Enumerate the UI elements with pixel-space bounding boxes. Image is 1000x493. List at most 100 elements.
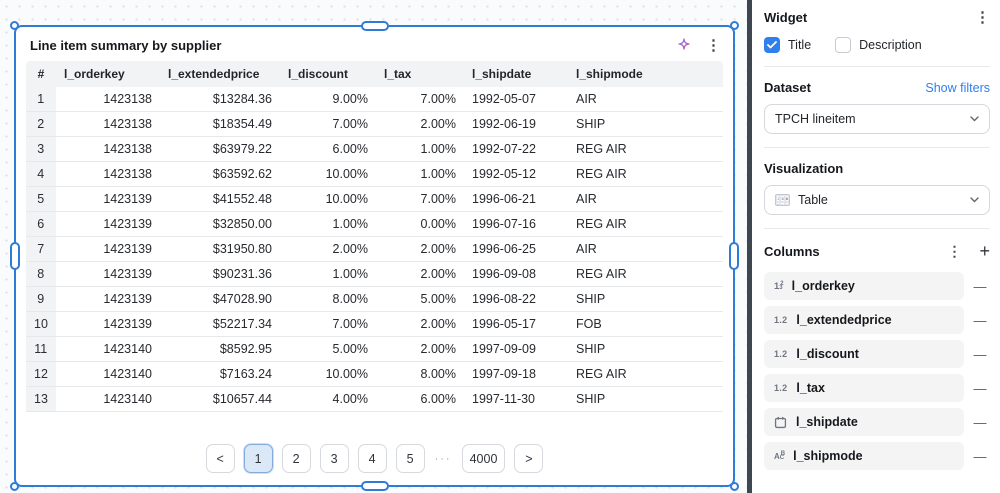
table-row: 1 1423138 $13284.36 9.00% 7.00% 1992-05-07 AIR (26, 87, 723, 112)
table-cell: 1996-09-08 (464, 261, 568, 287)
columns-menu-button[interactable]: ⋮ (947, 244, 961, 258)
table-cell: $18354.49 (160, 111, 280, 137)
resize-handle-top[interactable] (360, 21, 389, 31)
page-button[interactable]: 4 (357, 444, 387, 473)
title-checkbox[interactable]: Title (764, 37, 811, 53)
table-cell: $13284.36 (160, 87, 280, 112)
table-cell: 7.00% (376, 87, 464, 112)
description-checkbox[interactable]: Description (835, 37, 922, 53)
number-type-icon: 1.2 (774, 383, 788, 393)
column-item-l_orderkey[interactable]: 1 2 3 l_orderkey (764, 272, 964, 300)
page-button[interactable]: 5 (395, 444, 425, 473)
table-row: 4 1423138 $63592.62 10.00% 1.00% 1992-05-12 RE… (26, 161, 723, 187)
remove-column-button[interactable]: — (964, 415, 990, 430)
page-button[interactable]: 3 (319, 444, 349, 473)
resize-handle-right[interactable] (729, 242, 739, 270)
table-cell: 1423139 (56, 186, 160, 212)
table-cell: SHIP (568, 386, 723, 412)
add-column-button[interactable]: + (979, 242, 990, 260)
table-cell: $31950.80 (160, 236, 280, 262)
table-row: 8 1423139 $90231.36 1.00% 2.00% 1996-09-08 REG… (26, 261, 723, 287)
column-list-row: 1.2 l_extendedprice — (764, 306, 990, 334)
table-cell: $7163.24 (160, 361, 280, 387)
panel-divider[interactable] (747, 0, 752, 493)
table-cell: 1992-05-07 (464, 87, 568, 112)
table-cell: 1423139 (56, 286, 160, 312)
visualization-section-title: Visualization (764, 161, 844, 176)
show-filters-link[interactable]: Show filters (925, 80, 990, 95)
table-cell: 1992-05-12 (464, 161, 568, 187)
table-cell: 1423139 (56, 261, 160, 287)
column-header[interactable]: l_discount (280, 61, 376, 87)
table-cell: 1423140 (56, 336, 160, 362)
row-number-cell: 8 (26, 261, 57, 287)
remove-column-button[interactable]: — (964, 449, 990, 464)
table-cell: REG AIR (568, 161, 723, 187)
date-type-icon (774, 416, 787, 429)
table-cell: REG AIR (568, 261, 723, 287)
sparkle-icon (678, 38, 690, 50)
table-cell: 1423138 (56, 161, 160, 187)
widget-menu-button[interactable]: ⋮ (706, 38, 721, 53)
ai-sparkle-button[interactable] (676, 37, 692, 53)
column-header[interactable]: l_orderkey (56, 61, 160, 87)
column-header[interactable]: l_extendedprice (160, 61, 280, 87)
table-cell: 1997-09-09 (464, 336, 568, 362)
remove-column-button[interactable]: — (964, 347, 990, 362)
line-item-table: # l_orderkey l_extendedprice l_discount l_ta… (26, 61, 723, 412)
last-page-button[interactable]: 4000 (461, 444, 506, 473)
resize-handle-top-right[interactable] (730, 21, 739, 30)
pagination: <1 2 3 4 5 ··· 4000 > (26, 434, 723, 485)
table-cell: 1.00% (376, 136, 464, 162)
table-cell: 1992-06-19 (464, 111, 568, 137)
widget-titlebar: Line item summary by supplier (26, 35, 723, 61)
column-item-l_shipdate[interactable]: l_shipdate (764, 408, 964, 436)
checkbox-unchecked-icon (835, 37, 852, 53)
column-list-row: 1.2 l_discount — (764, 340, 990, 368)
resize-handle-top-left[interactable] (10, 21, 19, 30)
table-cell: 9.00% (280, 87, 376, 112)
checkbox-checked-icon (764, 37, 780, 53)
widget-section-menu-button[interactable]: ⋮ (975, 10, 990, 25)
table-cell: 1423140 (56, 361, 160, 387)
table-cell: $41552.48 (160, 186, 280, 212)
remove-column-button[interactable]: — (964, 381, 990, 396)
page-button[interactable]: 2 (281, 444, 311, 473)
column-header[interactable]: l_tax (376, 61, 464, 87)
page-button[interactable]: 1 (243, 444, 273, 473)
table-cell: 1996-07-16 (464, 211, 568, 237)
table-cell: 1997-11-30 (464, 386, 568, 412)
title-checkbox-label: Title (788, 38, 812, 52)
column-header[interactable]: l_shipdate (464, 61, 568, 87)
remove-column-button[interactable]: — (964, 279, 990, 294)
selected-widget[interactable]: Line item summary by supplier (10, 21, 739, 491)
plus-icon: + (979, 241, 990, 261)
column-list-row: 1.2 l_tax — (764, 374, 990, 402)
resize-handle-bottom-left[interactable] (10, 482, 19, 491)
column-item-l_extendedprice[interactable]: 1.2 l_extendedprice (764, 306, 964, 334)
remove-column-button[interactable]: — (964, 313, 990, 328)
resize-handle-bottom-right[interactable] (730, 482, 739, 491)
table-cell: 5.00% (280, 336, 376, 362)
table-cell: 7.00% (376, 186, 464, 212)
description-checkbox-label: Description (859, 38, 922, 52)
kebab-icon: ⋮ (975, 9, 990, 26)
prev-page-button[interactable]: < (205, 444, 235, 473)
table-row: 7 1423139 $31950.80 2.00% 2.00% 1996-06-25 AIR (26, 236, 723, 262)
table-cell: 1996-06-21 (464, 186, 568, 212)
resize-handle-bottom[interactable] (360, 481, 389, 491)
next-page-button[interactable]: > (514, 444, 544, 473)
column-item-l_tax[interactable]: 1.2 l_tax (764, 374, 964, 402)
column-header[interactable]: l_shipmode (568, 61, 723, 87)
column-item-l_discount[interactable]: 1.2 l_discount (764, 340, 964, 368)
row-number-cell: 3 (26, 136, 57, 162)
column-header[interactable]: # (26, 61, 56, 87)
table-cell: 1423139 (56, 311, 160, 337)
resize-handle-left[interactable] (10, 242, 20, 270)
dataset-select[interactable]: TPCH lineitem (764, 104, 990, 134)
column-item-l_shipmode[interactable]: A B C l_shipmode (764, 442, 964, 470)
table-cell: REG AIR (568, 361, 723, 387)
table-cell: 1996-08-22 (464, 286, 568, 312)
